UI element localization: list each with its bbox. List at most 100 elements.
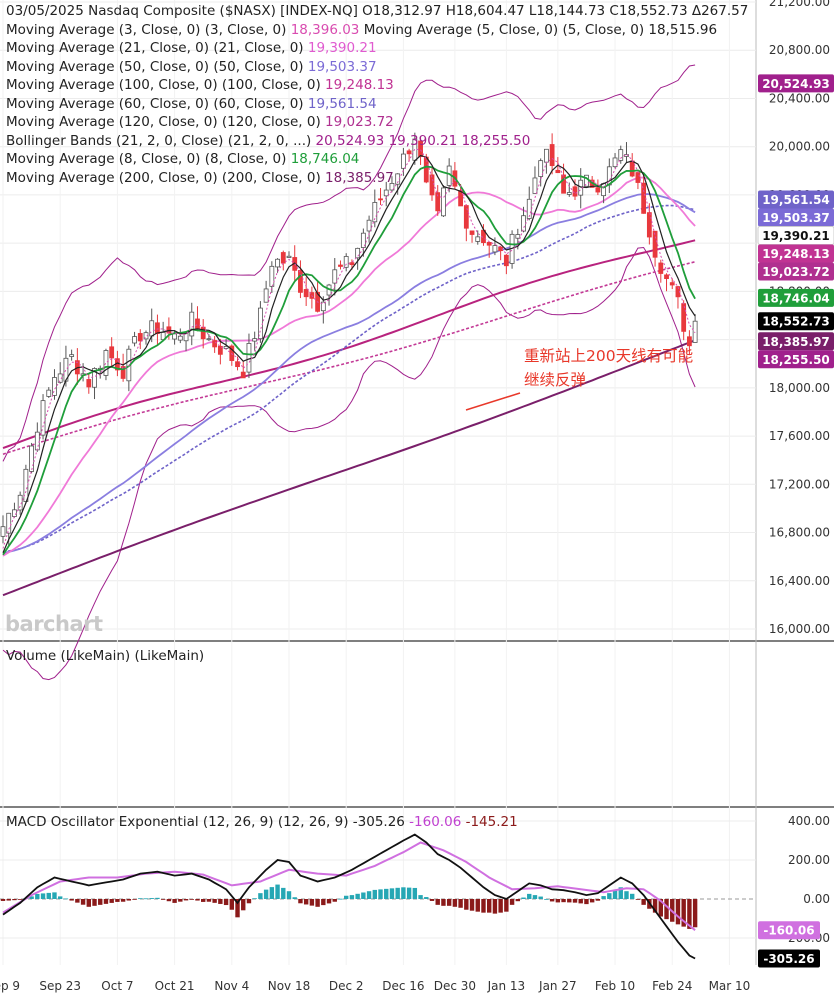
candle-body (103, 350, 109, 376)
macd-histogram-bar (624, 891, 629, 899)
candle-body (40, 400, 46, 436)
macd-histogram-bar (344, 895, 349, 899)
macd-histogram-bar (361, 892, 366, 899)
macd-histogram-bar (464, 899, 469, 910)
macd-histogram-bar (681, 899, 686, 927)
x-tick-label: Oct 21 (155, 979, 195, 993)
candle-body (275, 258, 280, 268)
legend-row-ma3-ma5: Moving Average (3, Close, 0) (3, Close, … (6, 21, 748, 40)
macd-histogram-bar (309, 899, 315, 906)
macd-value: -305.26 (352, 814, 405, 830)
macd-histogram-bar (17, 899, 23, 900)
macd-histogram-bar (80, 899, 86, 905)
candle-body (566, 192, 572, 195)
candle-body (389, 182, 395, 191)
candle-body (441, 187, 446, 217)
candle-body (549, 144, 555, 167)
legend-label-ma100: Moving Average (100, Close, 0) (100, Clo… (6, 77, 321, 93)
legend-row-ma60: Moving Average (60, Close, 0) (60, Close… (6, 95, 748, 114)
candle-body (343, 256, 349, 268)
macd-histogram-bar (446, 899, 452, 906)
x-tick-label: Dec 30 (434, 979, 476, 993)
macd-histogram-bar (332, 899, 337, 902)
macd-histogram-bar (372, 889, 377, 899)
price-value-tag-text: 19,503.37 (762, 211, 830, 225)
legend-row-ma120: Moving Average (120, Close, 0) (120, Clo… (6, 113, 748, 132)
candle-body (120, 366, 126, 379)
macd-histogram-bar (607, 893, 612, 899)
candle-body (263, 288, 269, 303)
legend-label-ma120: Moving Average (120, Close, 0) (120, Clo… (6, 114, 321, 130)
macd-histogram-bar (183, 899, 189, 901)
macd-histogram-bar (366, 891, 372, 899)
macd-histogram-bar (429, 899, 435, 901)
macd-histogram-bar (229, 899, 234, 910)
macd-histogram-bar (178, 899, 183, 902)
candle-body (475, 236, 481, 242)
annotation-line-2: 继续反弹 (524, 371, 587, 389)
legend-value-bb-lower: 18,255.50 (461, 132, 531, 149)
macd-histogram-bar (664, 899, 669, 920)
macd-histogram-bar (424, 897, 429, 899)
macd-histogram-bar (630, 893, 635, 899)
x-tick-label: Feb 10 (595, 979, 635, 993)
candle-body (692, 320, 698, 343)
candle-body (612, 157, 618, 168)
legend-label-ma5: Moving Average (5, Close, 0) (5, Close, … (363, 21, 645, 38)
candle-body (298, 269, 303, 293)
macd-histogram-bar (532, 895, 538, 899)
macd-histogram-bar (195, 899, 200, 901)
macd-histogram-bar (584, 899, 589, 905)
legend-value-ma5: 18,515.96 (648, 21, 718, 38)
legend-label-ma8: Moving Average (8, Close, 0) (8, Close, … (6, 151, 287, 167)
candle-body (400, 153, 406, 169)
candle-body (355, 247, 361, 259)
macd-histogram-bar (601, 896, 606, 899)
macd-histogram-bar (212, 899, 217, 903)
macd-histogram-bar (481, 899, 486, 913)
candle-body (235, 361, 240, 368)
ma5-line (2, 154, 696, 553)
candle-body (492, 245, 498, 253)
price-value-tag-text: 19,561.54 (762, 193, 830, 207)
macd-histogram-bar (52, 892, 57, 899)
candle-body (338, 264, 343, 267)
candle-body (303, 289, 309, 298)
macd-histogram-bar (189, 899, 194, 900)
legend-label-ma21: Moving Average (21, Close, 0) (21, Close… (6, 40, 304, 56)
x-tick-label: Nov 18 (268, 979, 311, 993)
macd-histogram-bar (35, 893, 40, 899)
price-value-tag (758, 244, 834, 263)
macd-histogram-bar (206, 899, 212, 902)
macd-hist-value: -145.21 (465, 814, 518, 830)
macd-histogram-bar (321, 899, 326, 906)
macd-line (2, 833, 696, 960)
macd-histogram-bar (69, 899, 74, 901)
ma21-line (2, 176, 696, 557)
macd-histogram-bar (86, 899, 91, 907)
candle-body (252, 338, 258, 342)
macd-histogram-bar (103, 899, 109, 904)
header-ohlc: O18,312.97 H18,604.47 L18,144.73 C18,552… (362, 3, 749, 19)
macd-histogram-bar (355, 893, 360, 899)
macd-histogram-bar (235, 899, 240, 918)
candle-body (223, 346, 229, 349)
price-value-tag-text: 18,552.73 (762, 315, 830, 329)
macd-histogram-bar (406, 887, 412, 899)
x-tick-label: Dec 2 (329, 979, 364, 993)
annotation-line-1: 重新站上200天线有可能 (524, 347, 694, 365)
macd-tick-label: 0.00 (803, 892, 830, 906)
candle-body (486, 242, 492, 246)
macd-histogram-bar (561, 899, 566, 903)
macd-histogram-bar (155, 897, 160, 899)
candle-body (34, 431, 40, 451)
macd-histogram-bar (172, 899, 177, 903)
candle-body (286, 255, 292, 258)
legend-row-ma200: Moving Average (200, Close, 0) (200, Clo… (6, 169, 748, 188)
macd-histogram-bar (326, 899, 332, 904)
candle-body (372, 202, 378, 223)
macd-histogram-bar (589, 899, 595, 903)
macd-histogram-bar (338, 898, 343, 900)
price-value-tag (758, 312, 834, 331)
